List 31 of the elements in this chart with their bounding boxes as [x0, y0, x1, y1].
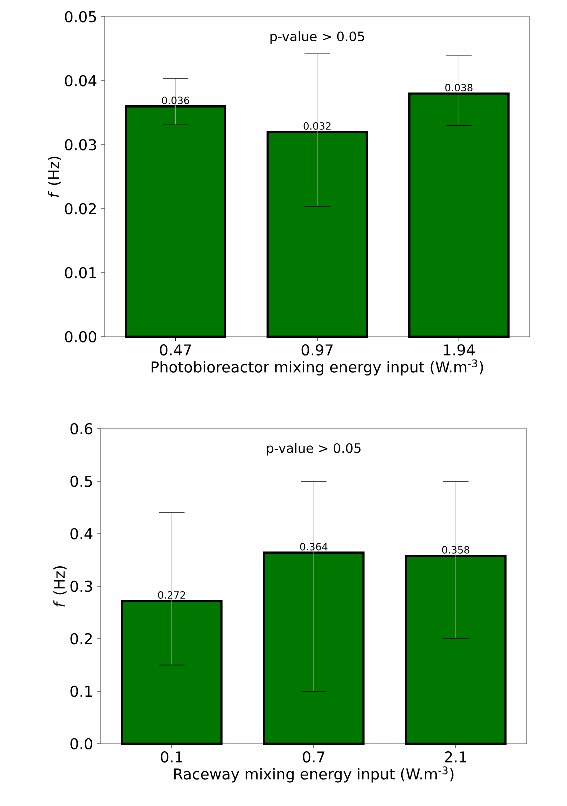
y-tick-label: 0.03: [65, 139, 96, 151]
x-axis-title: Photobioreactor mixing energy input (W.m$^{-3}$): [152, 360, 484, 376]
y-tick-label: 0.1: [70, 686, 92, 698]
y-axis-title: f (Hz): [48, 156, 62, 198]
data-label: 0.272: [158, 591, 186, 600]
y-tick-label: 0.04: [65, 75, 97, 87]
data-label: 0.358: [442, 546, 470, 554]
y-tick-label: 0.0: [70, 738, 92, 750]
x-axis-title: Raceway mixing energy input (W.m$^{-3}$): [174, 766, 454, 783]
y-tick-label: 0.01: [65, 267, 96, 279]
x-tick-label: 0.97: [302, 344, 333, 356]
y-tick-label: 0.6: [70, 423, 93, 435]
y-tick-label: 0.05: [65, 11, 96, 23]
y-tick-label: 0.00: [65, 331, 96, 343]
y-tick-label: 0.02: [65, 203, 96, 215]
x-tick-label: 0.7: [303, 752, 325, 763]
x-tick-label: 2.1: [445, 752, 467, 763]
annotation: p-value > 0.05: [270, 32, 364, 44]
y-tick-label: 0.2: [70, 633, 92, 645]
y-tick-label: 0.3: [70, 580, 92, 592]
annotation: p-value > 0.05: [267, 443, 361, 456]
data-label: 0.032: [304, 122, 331, 130]
data-label: 0.038: [446, 84, 473, 92]
y-tick-label: 0.4: [70, 528, 93, 540]
y-axis-title: f (Hz): [54, 566, 67, 607]
x-tick-label: 1.94: [444, 344, 475, 356]
data-label: 0.364: [300, 543, 328, 551]
y-tick-label: 0.5: [70, 476, 92, 488]
x-tick-label: 0.1: [161, 752, 182, 763]
data-label: 0.036: [162, 96, 190, 104]
x-tick-label: 0.47: [160, 344, 192, 356]
